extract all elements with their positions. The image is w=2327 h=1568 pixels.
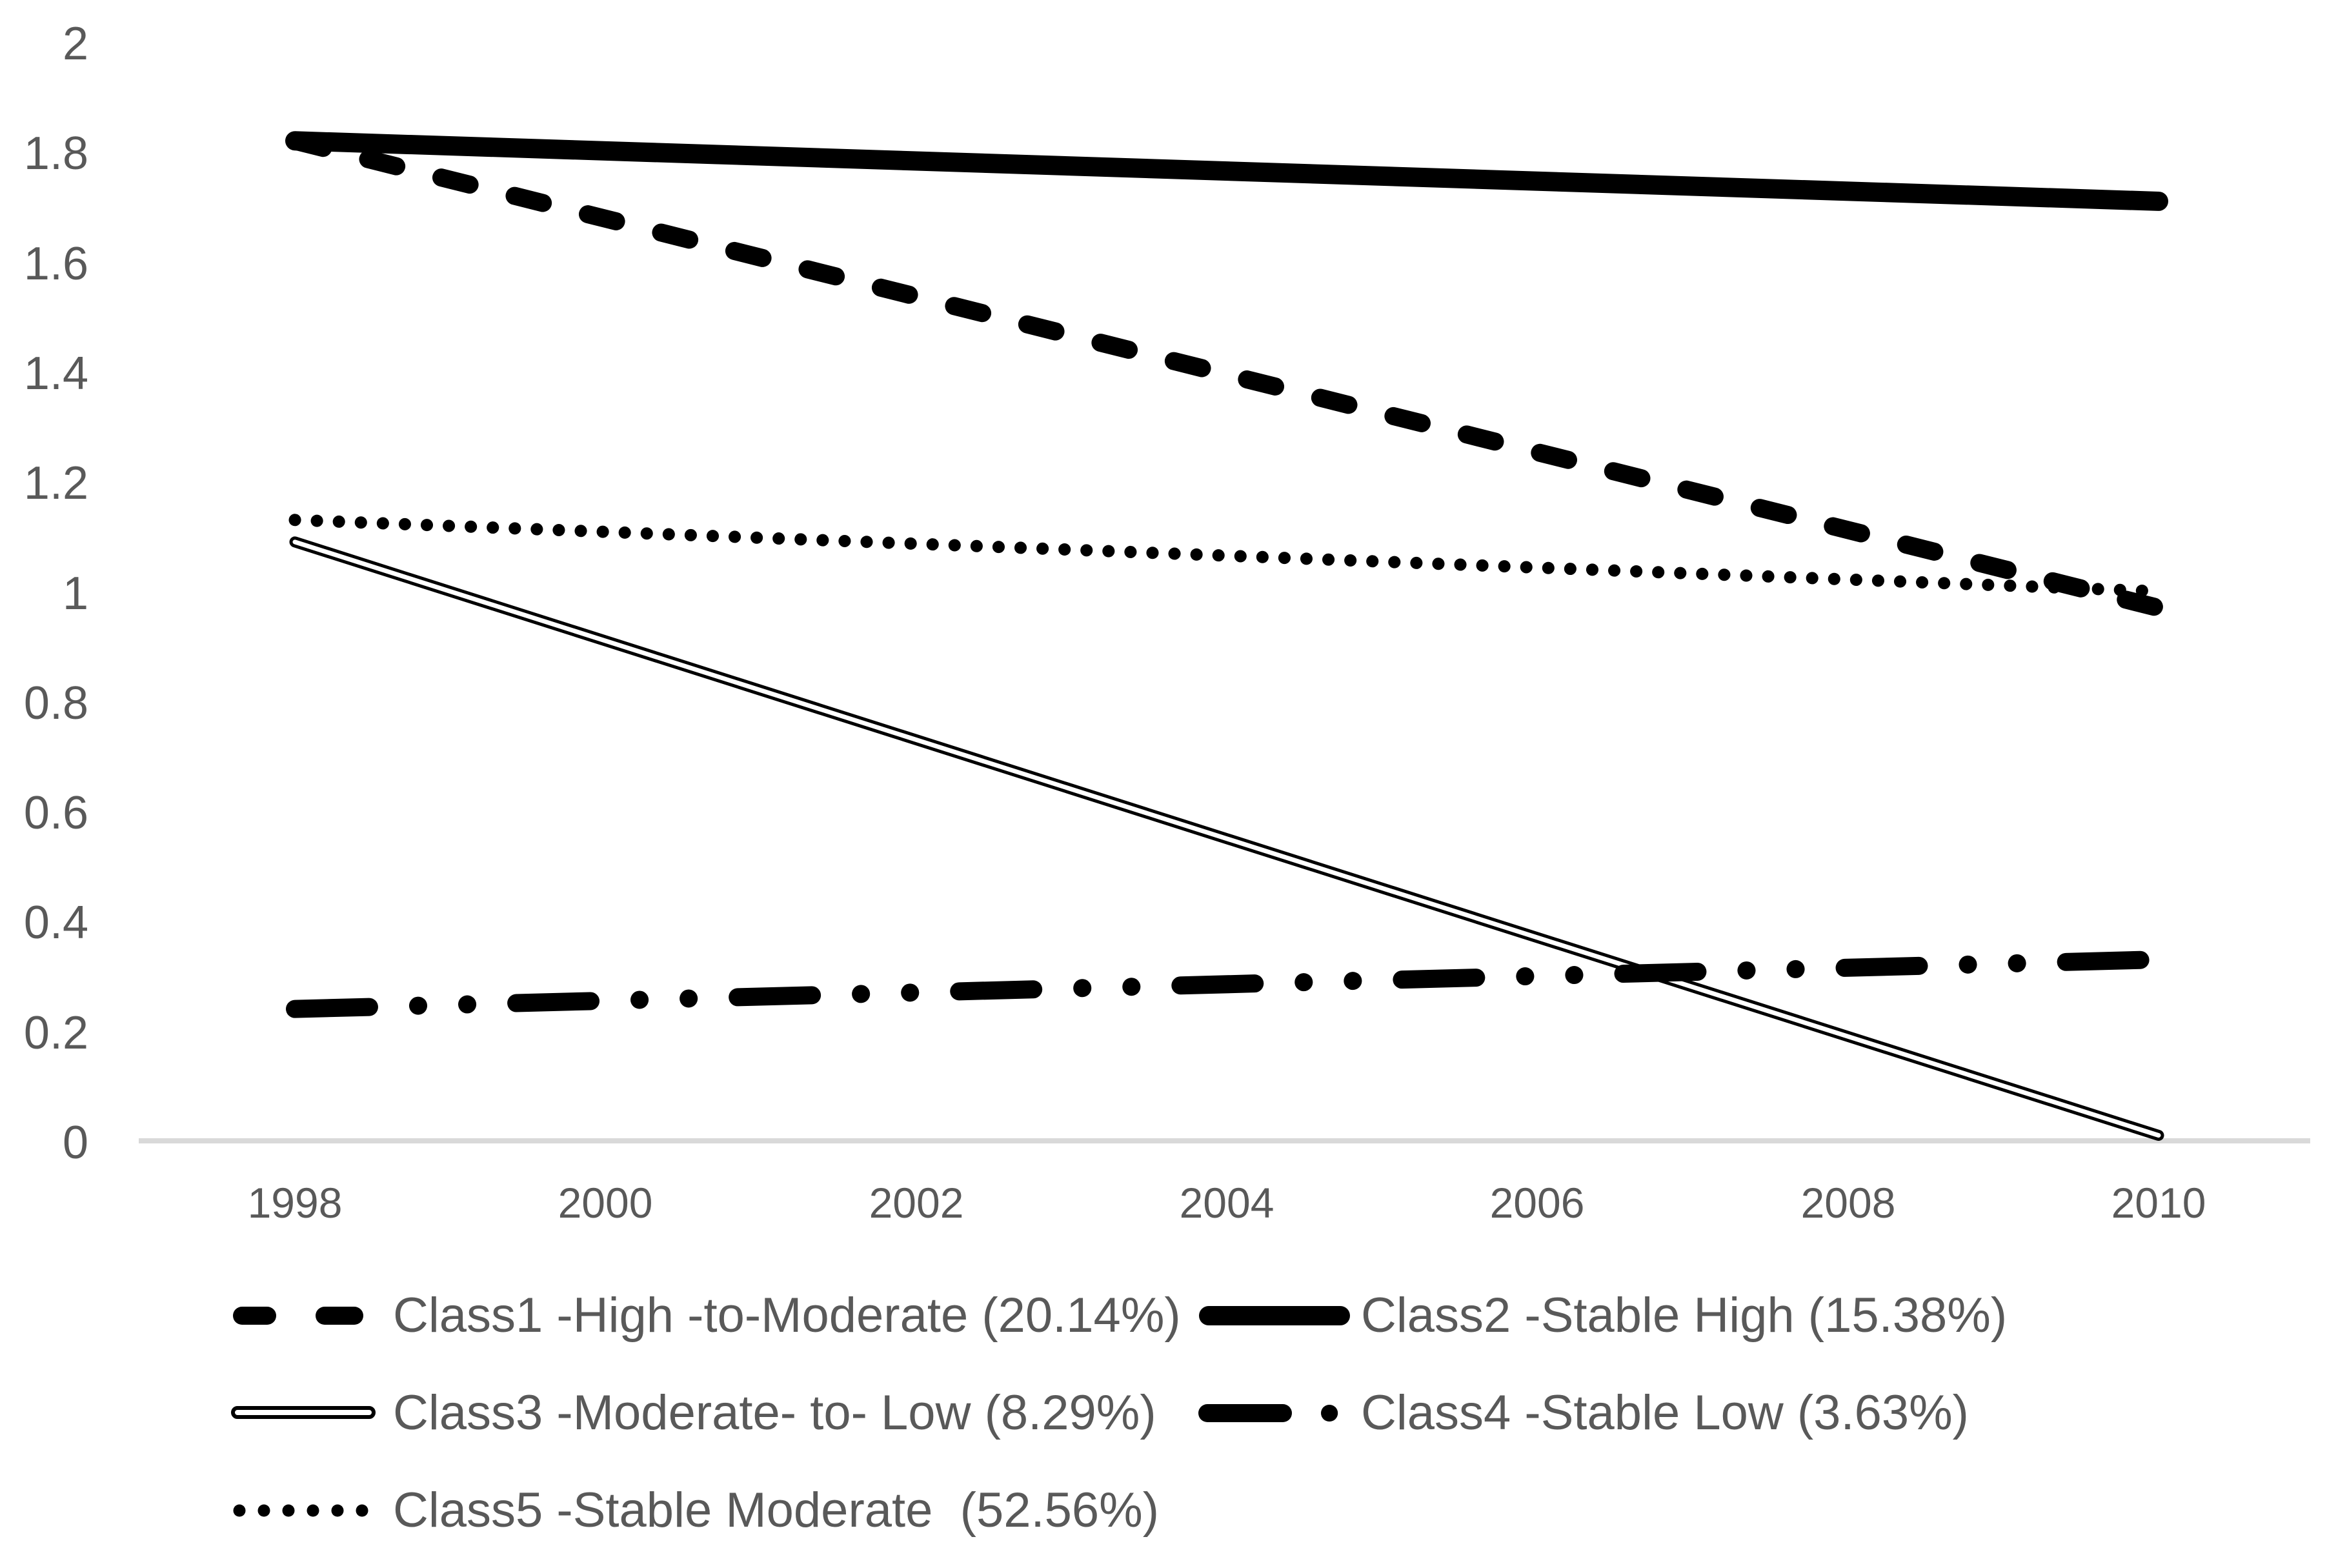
series-layer xyxy=(285,131,2168,1141)
legend-item-class2: Class2 -Stable High (15.38%) xyxy=(1197,1283,2007,1348)
legend-label-class4: Class4 -Stable Low (3.63%) xyxy=(1361,1385,1969,1440)
y-tick-label: 0.4 xyxy=(24,897,88,949)
y-tick-label: 0 xyxy=(63,1117,88,1169)
x-tick-label: 2008 xyxy=(1801,1179,1896,1227)
line-chart-plot: 2 1.8 1.6 1.4 1.2 1 0.8 0.6 0.4 0.2 0 19… xyxy=(24,18,2310,1227)
y-tick-label: 2 xyxy=(63,18,88,70)
x-tick-label: 2006 xyxy=(1490,1179,1585,1227)
series-line-dotted xyxy=(288,514,2165,598)
legend-marker-dashed xyxy=(233,1307,363,1325)
y-tick-label: 1 xyxy=(63,568,88,619)
y-axis-tick-labels: 2 1.8 1.6 1.4 1.2 1 0.8 0.6 0.4 0.2 0 xyxy=(24,18,88,1169)
legend-marker-solid xyxy=(1199,1306,1350,1325)
legend-item-class5: Class5 -Stable Moderate (52.56%) xyxy=(229,1478,1159,1543)
legend-item-class1: Class1 -High -to-Moderate (20.14%) xyxy=(229,1283,1181,1348)
y-tick-label: 1.8 xyxy=(24,128,88,179)
y-tick-label: 1.6 xyxy=(24,238,88,290)
x-axis-tick-labels: 1998 2000 2002 2004 2006 2008 2010 xyxy=(248,1179,2206,1227)
series-line-double xyxy=(292,539,2161,1138)
x-tick-label: 1998 xyxy=(248,1179,343,1227)
y-tick-label: 0.2 xyxy=(24,1007,88,1059)
y-tick-label: 1.2 xyxy=(24,457,88,509)
series-line-dash-dot-dot xyxy=(286,950,2168,1018)
y-tick-label: 0.6 xyxy=(24,787,88,839)
legend-label-class2: Class2 -Stable High (15.38%) xyxy=(1361,1288,2008,1343)
series-line-dashed xyxy=(286,132,2168,618)
legend-marker-dash-dot xyxy=(1198,1404,1338,1422)
legend-item-class4: Class4 -Stable Low (3.63%) xyxy=(1197,1381,1969,1445)
y-tick-label: 1.4 xyxy=(24,348,88,399)
legend-item-class3: Class3 -Moderate- to- Low (8.29%) xyxy=(229,1381,1156,1445)
series-line-solid xyxy=(285,131,2168,211)
legend-marker-dotted xyxy=(233,1504,368,1517)
x-tick-label: 2010 xyxy=(2111,1179,2206,1227)
legend-label-class3: Class3 -Moderate- to- Low (8.29%) xyxy=(393,1385,1156,1440)
x-tick-label: 2004 xyxy=(1180,1179,1274,1227)
x-tick-label: 2002 xyxy=(869,1179,964,1227)
x-tick-label: 2000 xyxy=(558,1179,653,1227)
legend-label-class1: Class1 -High -to-Moderate (20.14%) xyxy=(393,1288,1181,1343)
legend-label-class5: Class5 -Stable Moderate (52.56%) xyxy=(393,1483,1160,1538)
y-tick-label: 0.8 xyxy=(24,678,88,729)
legend-marker-double-line xyxy=(231,1406,376,1419)
